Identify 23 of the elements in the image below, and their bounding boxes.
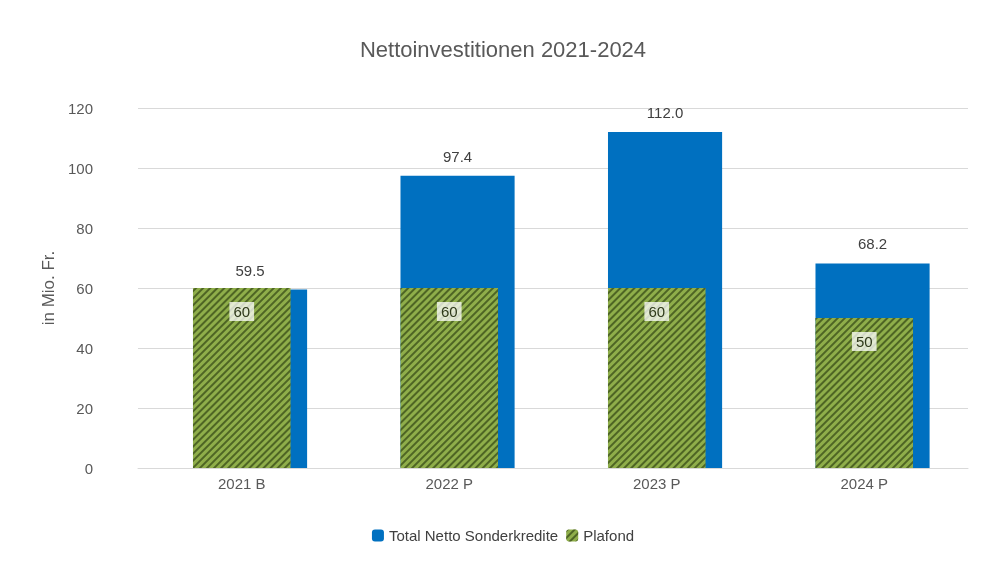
y-tick-label: 120 <box>67 99 93 117</box>
y-tick-label: 60 <box>76 279 93 297</box>
data-label: 68.2 <box>857 235 888 253</box>
data-label: 112.0 <box>646 104 684 121</box>
y-tick-label: 40 <box>76 339 93 357</box>
y-tick-label: 20 <box>76 399 93 417</box>
legend-label: Total Netto Sonderkredite <box>388 527 559 544</box>
chart-title: Nettoinvestitionen 2021-2024 <box>359 36 647 62</box>
data-label: 60 <box>440 303 458 320</box>
y-axis-title: in Mio. Fr. <box>39 250 59 326</box>
data-label: 50 <box>855 333 873 350</box>
y-tick-label: 80 <box>76 219 93 237</box>
data-label: 97.4 <box>442 147 473 165</box>
legend-label: Plafond <box>583 527 635 544</box>
x-tick-label: 2024 P <box>840 475 889 492</box>
x-tick-label: 2021 B <box>217 475 266 492</box>
y-tick-label: 0 <box>84 459 93 477</box>
y-tick-label: 100 <box>67 159 93 177</box>
x-tick-label: 2022 P <box>425 475 474 492</box>
x-tick-label: 2023 P <box>632 475 681 492</box>
data-label: 60 <box>648 303 666 320</box>
data-label: 59.5 <box>235 261 265 279</box>
data-label: 60 <box>233 303 251 320</box>
